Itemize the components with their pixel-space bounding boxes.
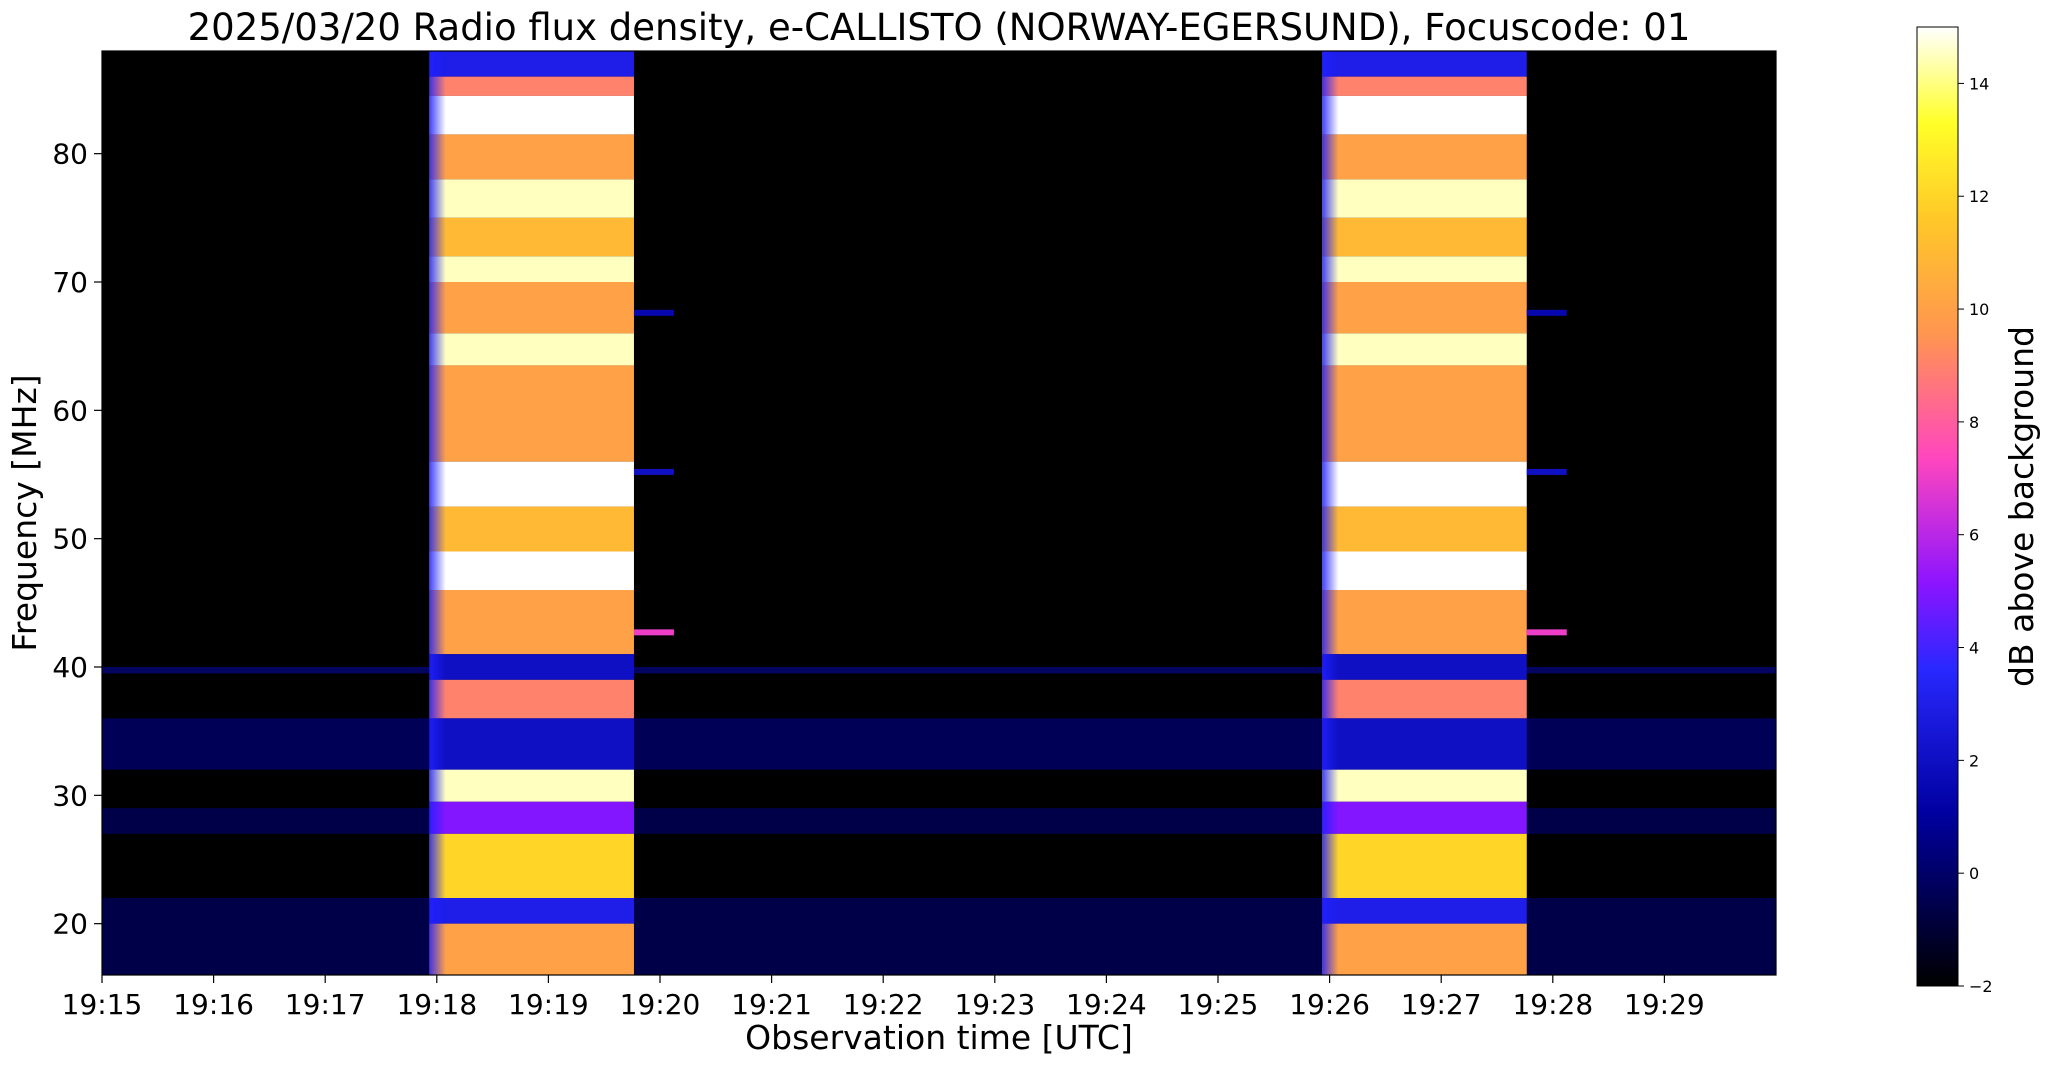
colorbar-tick-label: 6	[1969, 526, 1979, 545]
burst-edge	[429, 51, 634, 975]
y-axis-ticks: 20 30 40 50 60 70 80	[52, 138, 102, 941]
x-tick-label: 19:16	[173, 988, 254, 1021]
plot-frame	[101, 50, 1777, 976]
x-tick-label: 19:28	[1512, 988, 1593, 1021]
burst-column	[1322, 51, 1527, 975]
post-burst-marks	[633, 309, 1567, 636]
post-burst-mark	[633, 309, 674, 316]
x-axis-ticks: 19:15 19:16 19:17 19:18 19:19 19:20 19:21 19:22…	[62, 975, 1705, 1021]
colorbar-tick-label: 4	[1969, 639, 1979, 658]
colorbar-tick-label: 10	[1969, 300, 1989, 319]
post-burst-mark	[1526, 629, 1567, 636]
burst-column	[429, 51, 634, 975]
x-tick-label: 19:24	[1066, 988, 1147, 1021]
colorbar-tick-label: 14	[1969, 74, 1989, 93]
post-burst-mark	[633, 629, 674, 636]
x-tick-label: 19:22	[843, 988, 924, 1021]
y-tick-label: 70	[52, 266, 88, 299]
colorbar-scale	[1916, 26, 1959, 987]
x-axis-label: Observation time [UTC]	[745, 1018, 1133, 1057]
x-tick-label: 19:25	[1178, 988, 1259, 1021]
colorbar: −2 0 2 4 6 8 10 12 14 dB above background	[1916, 26, 2041, 996]
colorbar-ticks: −2 0 2 4 6 8 10 12 14	[1958, 74, 1993, 996]
y-tick-label: 40	[52, 651, 88, 684]
post-burst-mark	[1526, 468, 1567, 475]
colorbar-tick-label: 0	[1969, 864, 1979, 883]
x-tick-label: 19:20	[620, 988, 701, 1021]
colorbar-tick-label: 12	[1969, 187, 1989, 206]
y-tick-label: 80	[52, 138, 88, 171]
colorbar-label: dB above background	[2002, 326, 2041, 687]
y-tick-label: 20	[52, 908, 88, 941]
x-tick-label: 19:19	[508, 988, 589, 1021]
x-tick-label: 19:17	[285, 988, 366, 1021]
colorbar-tick-label: −2	[1969, 977, 1993, 996]
x-tick-label: 19:18	[396, 988, 477, 1021]
x-tick-label: 19:26	[1289, 988, 1370, 1021]
x-tick-label: 19:29	[1624, 988, 1705, 1021]
post-burst-mark	[633, 468, 674, 475]
y-tick-label: 50	[52, 523, 88, 556]
burst-columns	[429, 51, 1527, 975]
x-tick-label: 19:27	[1401, 988, 1482, 1021]
background-band	[102, 667, 1776, 674]
plot-area	[102, 51, 1776, 975]
x-tick-label: 19:15	[62, 988, 143, 1021]
post-burst-mark	[1526, 309, 1567, 316]
chart-title: 2025/03/20 Radio flux density, e-CALLIST…	[188, 6, 1691, 49]
x-tick-label: 19:23	[954, 988, 1035, 1021]
colorbar-tick-label: 2	[1969, 751, 1979, 770]
y-tick-label: 30	[52, 779, 88, 812]
colorbar-tick-label: 8	[1969, 413, 1979, 432]
burst-edge	[1322, 51, 1527, 975]
y-tick-label: 60	[52, 394, 88, 427]
y-axis-label: Frequency [MHz]	[5, 374, 44, 651]
x-tick-label: 19:21	[731, 988, 812, 1021]
